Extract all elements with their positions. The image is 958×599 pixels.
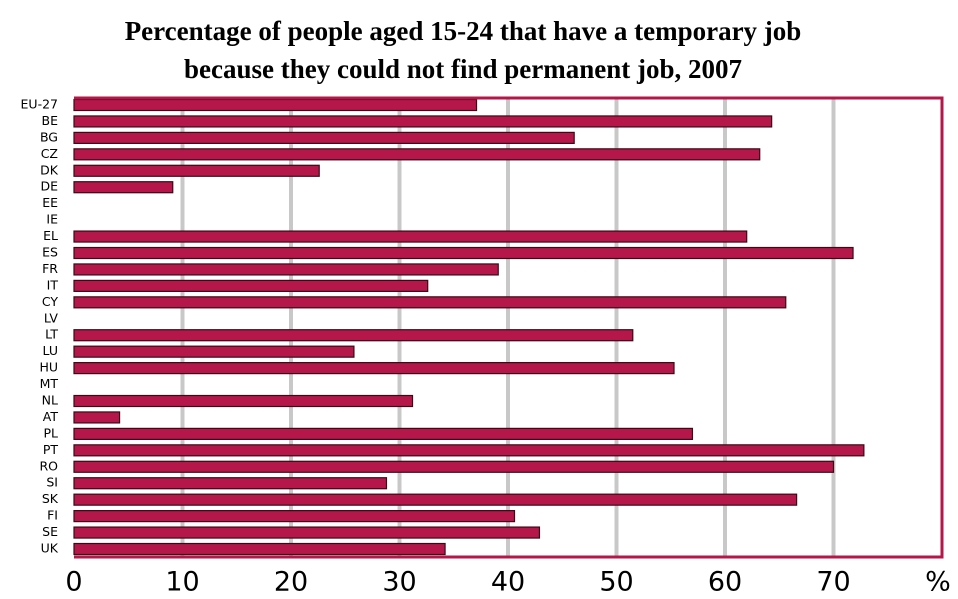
bar <box>73 542 446 556</box>
chart-title: Percentage of people aged 15-24 that hav… <box>124 16 802 84</box>
y-tick-label: CY <box>42 294 59 309</box>
bar <box>73 263 499 276</box>
y-tick-label: RO <box>39 458 58 473</box>
bar <box>73 230 748 243</box>
bar <box>73 98 478 112</box>
y-tick-label: ES <box>42 245 58 260</box>
bar <box>73 279 429 292</box>
y-tick-label: BE <box>42 113 59 128</box>
x-tick-label: 30 <box>382 567 416 598</box>
x-tick-label: 50 <box>599 567 633 598</box>
y-tick-label: PL <box>43 425 58 440</box>
x-axis-label: % <box>925 567 951 598</box>
bar <box>73 362 675 375</box>
bar <box>73 345 355 358</box>
bar <box>73 493 798 506</box>
x-tick-label: 40 <box>491 567 525 598</box>
x-tick-label: 10 <box>165 567 199 598</box>
bar <box>73 164 320 177</box>
bars <box>73 98 865 556</box>
y-tick-label: IE <box>46 212 58 227</box>
x-tick-label: 70 <box>816 567 850 598</box>
y-tick-label: FR <box>42 261 58 276</box>
bar <box>73 427 694 440</box>
y-tick-label: FI <box>47 508 58 523</box>
bar <box>73 148 761 161</box>
bar <box>73 246 854 260</box>
bar <box>73 526 541 539</box>
y-tick-label: LV <box>44 310 59 325</box>
bar <box>73 394 414 408</box>
y-tick-label: SE <box>42 524 58 539</box>
bar <box>73 510 516 523</box>
bar <box>73 131 575 144</box>
bar <box>73 296 787 309</box>
bar <box>73 329 634 342</box>
y-tick-label: AT <box>43 409 59 424</box>
y-tick-label: EU-27 <box>21 97 58 112</box>
y-tick-label: EE <box>42 195 58 210</box>
y-tick-label: MT <box>40 376 59 391</box>
x-tick-label: 60 <box>708 567 742 598</box>
plot-frame <box>74 96 944 559</box>
y-tick-label: HU <box>39 360 58 375</box>
y-tick-label: CZ <box>41 146 58 161</box>
bar <box>73 411 121 424</box>
y-tick-label: SI <box>46 475 58 490</box>
bar <box>73 460 835 473</box>
y-tick-label: BG <box>40 129 58 144</box>
bar <box>73 477 388 490</box>
bar <box>73 444 865 457</box>
y-tick-label: DK <box>40 162 59 177</box>
y-tick-label: NL <box>42 393 58 408</box>
bar <box>73 115 773 128</box>
y-tick-label: EL <box>43 228 58 243</box>
y-tick-label: DE <box>40 179 58 194</box>
y-tick-label: LU <box>43 343 59 358</box>
y-tick-label: UK <box>41 541 59 556</box>
x-tick-label: 20 <box>274 567 308 598</box>
bar <box>73 181 174 194</box>
x-tick-label: 0 <box>65 567 82 598</box>
y-tick-label: LT <box>45 327 58 342</box>
y-tick-label: IT <box>47 277 59 292</box>
y-tick-label: SK <box>42 491 59 506</box>
y-tick-label: PT <box>43 442 59 457</box>
